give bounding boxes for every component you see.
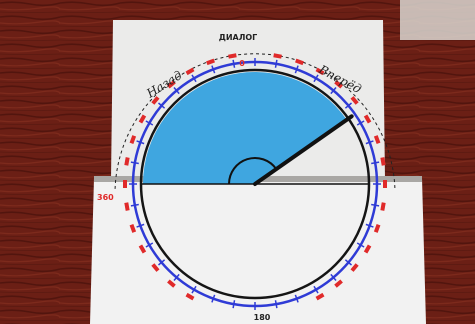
scale-tick (232, 59, 236, 68)
scale-tick (191, 285, 197, 294)
scale-number-mark (129, 224, 137, 233)
scale-tick (145, 242, 154, 248)
scale-ticks (129, 58, 381, 310)
scale-tick (211, 294, 216, 303)
scale-number-mark (185, 292, 195, 301)
scale-number-mark (350, 263, 359, 272)
scale-number-mark (124, 157, 130, 166)
zero-mark: 0 (239, 59, 245, 68)
angle-pointer (253, 114, 354, 186)
scale-number-mark (167, 279, 176, 288)
scale-tick (173, 86, 180, 95)
scale-tick (191, 74, 197, 83)
scale-tick (344, 259, 353, 266)
bottom-label: 180 (254, 313, 271, 322)
scale-tick (330, 273, 337, 282)
scale-number-mark (185, 67, 195, 76)
vertex-angle-arc (228, 157, 278, 185)
scale-tick (173, 273, 180, 282)
scale-number-mark (206, 58, 215, 66)
scale-number-mark (350, 96, 359, 105)
scale-number-mark (373, 224, 381, 233)
scale-tick (356, 242, 365, 248)
scale-number-mark (334, 279, 343, 288)
scale-tick (365, 140, 374, 145)
scale-number-mark (138, 114, 147, 124)
scale-tick (232, 300, 236, 309)
scale-number-mark (315, 67, 325, 76)
scale-tick (145, 120, 154, 126)
left-end-mark: 360 (97, 193, 114, 202)
scale-number-mark (363, 114, 372, 124)
scale-tick (356, 120, 365, 126)
scale-number-mark (315, 292, 325, 301)
angle-sector (143, 71, 347, 184)
scale-number-mark (123, 180, 127, 188)
scale-number-mark (373, 135, 381, 144)
scale-number-mark (124, 202, 130, 211)
scale-tick (136, 223, 145, 228)
scale-tick (294, 65, 299, 74)
scale-numbers (123, 53, 387, 301)
scale-number-mark (380, 202, 386, 211)
scale-tick (274, 59, 278, 68)
scale-tick (313, 74, 319, 83)
scale-tick (157, 102, 166, 109)
top-label: ДИАЛОГ (219, 33, 258, 42)
table-glare (400, 0, 475, 40)
scale-number-mark (273, 53, 282, 59)
scale-tick (136, 140, 145, 145)
scale-tick (371, 161, 380, 165)
scale-number-mark (151, 96, 160, 105)
scale-number-mark (138, 244, 147, 254)
scale-number-mark (295, 58, 304, 66)
scale-number-mark (383, 180, 387, 188)
lower-paper-card (90, 178, 426, 324)
scale-number-mark (228, 53, 237, 59)
scale-tick (330, 86, 337, 95)
scale-tick (344, 102, 353, 109)
scale-number-mark (151, 263, 160, 272)
scale-tick (130, 203, 139, 207)
scale-number-mark (129, 135, 137, 144)
scale-tick (157, 259, 166, 266)
scale-tick (130, 161, 139, 165)
scale-tick (274, 300, 278, 309)
scale-number-mark (334, 80, 343, 89)
scale-tick (211, 65, 216, 74)
scale-number-mark (363, 244, 372, 254)
scale-tick (313, 285, 319, 294)
scale-tick (371, 203, 380, 207)
scale-number-mark (380, 157, 386, 166)
scale-number-mark (167, 80, 176, 89)
scale-tick (365, 223, 374, 228)
scale-tick (294, 294, 299, 303)
